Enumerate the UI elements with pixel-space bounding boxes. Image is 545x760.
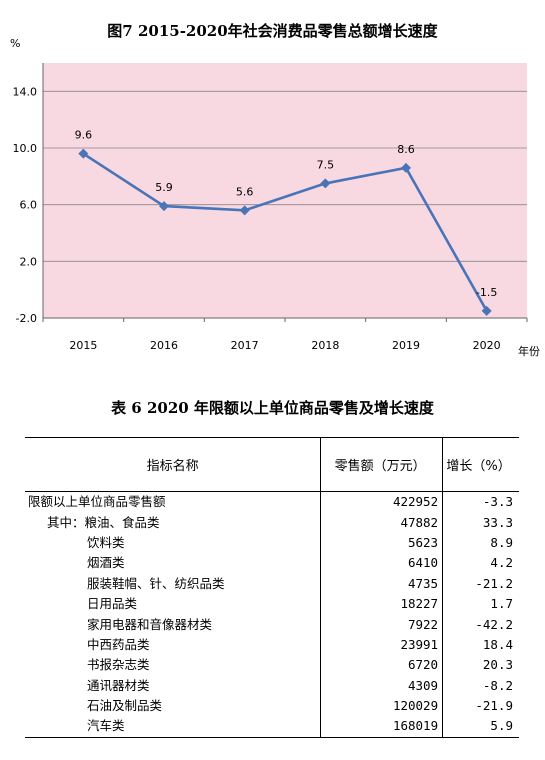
row-name-cell: 饮料类 <box>25 532 322 554</box>
data-point <box>159 201 169 212</box>
row-sales: 4309 <box>320 675 444 696</box>
row-sales: 7922 <box>320 614 444 635</box>
x-tick-label: 2016 <box>150 339 178 352</box>
row-name-cell: 服装鞋帽、针、纺织品类 <box>25 573 322 594</box>
row-name-cell: 通讯器材类 <box>25 675 322 696</box>
table-row: 其中：粮油、食品类 47882 33.3 <box>25 512 519 533</box>
row-name: 通讯器材类 <box>87 677 150 693</box>
table-row: 饮料类 5623 8.9 <box>25 532 519 554</box>
row-name-cell: 其中：粮油、食品类 <box>25 512 322 533</box>
row-growth: 5.9 <box>442 716 519 738</box>
row-name-cell: 日用品类 <box>25 593 322 615</box>
row-sales: 4735 <box>320 573 444 594</box>
data-point <box>78 148 89 159</box>
table-title: 表 6 2020 年限额以上单位商品零售及增长速度 <box>111 399 434 417</box>
row-name-cell: 烟酒类 <box>25 553 322 574</box>
header-indicator-name: 指标名称 <box>25 437 322 492</box>
table-row: 家用电器和音像器材类 7922 -42.2 <box>25 614 519 635</box>
row-name-cell: 限额以上单位商品零售额 <box>25 491 322 513</box>
table-row: 日用品类 18227 1.7 <box>25 593 519 615</box>
data-label: 5.6 <box>236 185 254 198</box>
row-growth: 1.7 <box>490 596 513 612</box>
table-body: 限额以上单位商品零售额 422952 -3.3 其中：粮油、食品类 47882 33.3 饮… <box>25 491 519 738</box>
data-point <box>401 162 411 173</box>
header-retail-sales: 零售额（万元） <box>320 437 444 492</box>
plot-area <box>43 63 527 318</box>
row-growth: -3.3 <box>482 494 513 510</box>
row-sales: 6720 <box>320 655 444 676</box>
table-row: 限额以上单位商品零售额 422952 -3.3 <box>25 491 519 513</box>
row-name: 饮料类 <box>87 534 125 550</box>
row-name: 中西药品类 <box>87 636 150 652</box>
data-label: -1.5 <box>476 286 497 299</box>
row-sales: 6410 <box>320 553 444 574</box>
row-growth: -42.2 <box>475 616 513 632</box>
x-tick-label: 2017 <box>231 339 259 352</box>
data-label: 8.6 <box>397 143 415 156</box>
row-growth: -8.2 <box>482 677 513 693</box>
row-name-cell: 中西药品类 <box>25 634 322 656</box>
row-name: 书报杂志类 <box>87 657 150 673</box>
y-tick-label: 10.0 <box>13 142 38 155</box>
data-point <box>481 305 492 316</box>
y-tick-label: 6.0 <box>20 199 38 212</box>
data-label: 7.5 <box>317 158 335 171</box>
row-growth: -21.2 <box>475 575 513 591</box>
x-tick-label: 2019 <box>392 339 420 352</box>
table-row: 中西药品类 23991 18.4 <box>25 634 519 656</box>
x-tick-label: 2015 <box>69 339 97 352</box>
header-growth: 增长（%） <box>442 437 519 492</box>
y-tick-label: -2.0 <box>16 312 37 325</box>
x-axis-label: 年份 <box>518 344 540 358</box>
y-tick-label: 14.0 <box>13 85 38 98</box>
data-label: 5.9 <box>155 181 173 194</box>
retail-sales-table: 指标名称 零售额（万元） 增长（%） 限额以上单位商品零售额 422952 -3.3… <box>25 437 519 738</box>
row-name: 日用品类 <box>87 596 138 612</box>
row-name-cell: 家用电器和音像器材类 <box>25 614 322 635</box>
row-name-cell: 汽车类 <box>25 716 322 738</box>
row-growth: -21.9 <box>475 698 513 714</box>
data-point <box>320 178 331 189</box>
table-header-row: 指标名称 零售额（万元） 增长（%） <box>25 437 519 492</box>
row-sales: 18227 <box>320 593 444 615</box>
row-name: 汽车类 <box>87 718 125 734</box>
row-name: 烟酒类 <box>87 555 125 571</box>
row-sales: 47882 <box>320 512 444 533</box>
row-sales: 168019 <box>320 716 444 738</box>
y-axis-label: % <box>10 37 20 50</box>
x-tick-label: 2020 <box>473 339 501 352</box>
row-sales: 23991 <box>320 634 444 656</box>
row-growth: 18.4 <box>482 636 513 652</box>
row-name: 石油及制品类 <box>87 698 163 714</box>
row-sales: 5623 <box>320 532 444 554</box>
row-sales: 422952 <box>320 491 444 513</box>
table-row: 汽车类 168019 5.9 <box>25 716 519 738</box>
chart-title: 图7 2015-2020年社会消费品零售总额增长速度 <box>107 22 438 40</box>
row-name-cell: 书报杂志类 <box>25 655 322 676</box>
row-growth: 33.3 <box>482 514 513 530</box>
row-sales: 120029 <box>320 695 444 717</box>
row-name: 限额以上单位商品零售额 <box>28 494 166 510</box>
x-tick-label: 2018 <box>311 339 339 352</box>
row-growth: 8.9 <box>490 534 513 550</box>
data-label: 9.6 <box>75 129 93 142</box>
row-growth: 4.2 <box>490 555 513 571</box>
table-row: 通讯器材类 4309 -8.2 <box>25 675 519 696</box>
table-row: 烟酒类 6410 4.2 <box>25 553 519 574</box>
row-name-cell: 石油及制品类 <box>25 695 322 717</box>
row-name: 家用电器和音像器材类 <box>87 616 213 632</box>
row-name: 服装鞋帽、针、纺织品类 <box>87 575 225 591</box>
data-point <box>239 205 250 216</box>
series-line <box>82 152 488 312</box>
growth-line-chart: 14.0 10.0 6.0 2.0 -2.0 2015 2016 2017 2018 2019 20… <box>10 37 540 358</box>
row-growth: 20.3 <box>482 657 513 673</box>
table-row: 石油及制品类 120029 -21.9 <box>25 695 519 717</box>
table-row: 书报杂志类 6720 20.3 <box>25 655 519 676</box>
table-row: 服装鞋帽、针、纺织品类 4735 -21.2 <box>25 573 519 594</box>
row-name: 其中：粮油、食品类 <box>47 514 160 530</box>
y-tick-label: 2.0 <box>20 255 38 268</box>
